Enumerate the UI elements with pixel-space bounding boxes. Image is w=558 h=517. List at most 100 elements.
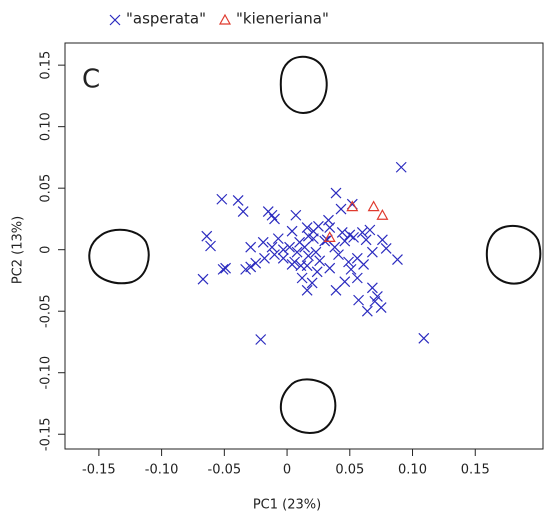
point bbox=[333, 249, 344, 261]
point bbox=[250, 257, 262, 269]
point bbox=[392, 254, 403, 265]
y-axis-title: PC2 (13%) bbox=[11, 216, 26, 284]
point bbox=[237, 206, 249, 217]
point bbox=[339, 276, 351, 288]
outline-right bbox=[485, 224, 542, 285]
point bbox=[286, 225, 298, 237]
outline-bottom bbox=[279, 378, 337, 434]
point bbox=[366, 282, 378, 294]
point bbox=[366, 246, 378, 258]
y-tick-label: -0.05 bbox=[39, 294, 54, 328]
point bbox=[197, 273, 209, 285]
point bbox=[220, 262, 232, 274]
point bbox=[302, 230, 314, 242]
point bbox=[266, 241, 278, 253]
point bbox=[255, 334, 267, 345]
x-tick-label: 0 bbox=[283, 463, 291, 478]
point bbox=[330, 284, 342, 296]
point bbox=[277, 244, 289, 256]
outline-left bbox=[88, 228, 150, 285]
outline-shapes bbox=[88, 55, 542, 434]
x-tick-label: 0.05 bbox=[335, 463, 364, 478]
point bbox=[364, 224, 376, 236]
point bbox=[310, 246, 322, 258]
point bbox=[361, 305, 373, 317]
point bbox=[321, 234, 333, 246]
point bbox=[299, 241, 311, 253]
point bbox=[376, 234, 388, 246]
point bbox=[201, 230, 213, 242]
point bbox=[351, 272, 363, 284]
point bbox=[324, 262, 336, 274]
point bbox=[380, 243, 392, 254]
point bbox=[301, 284, 313, 296]
point bbox=[311, 266, 323, 278]
y-tick-label: -0.10 bbox=[39, 356, 54, 390]
point bbox=[205, 240, 216, 252]
point bbox=[375, 302, 387, 313]
y-tick-label: 0 bbox=[39, 246, 54, 254]
point bbox=[358, 259, 370, 270]
point bbox=[291, 246, 303, 258]
point bbox=[323, 214, 334, 226]
point bbox=[302, 250, 314, 262]
point bbox=[343, 256, 354, 268]
point bbox=[257, 236, 269, 248]
point bbox=[217, 263, 229, 275]
point bbox=[323, 231, 336, 242]
point bbox=[330, 187, 342, 199]
point bbox=[286, 259, 298, 270]
point bbox=[335, 203, 347, 215]
series-1 bbox=[323, 200, 389, 242]
plot-frame bbox=[64, 42, 544, 450]
outline-top bbox=[279, 55, 328, 114]
legend-label: "asperata" bbox=[126, 10, 206, 28]
point bbox=[272, 233, 284, 245]
point bbox=[269, 249, 280, 261]
point bbox=[356, 227, 368, 238]
point bbox=[259, 252, 270, 264]
x-tick-label: -0.05 bbox=[208, 463, 242, 478]
point bbox=[277, 252, 289, 264]
legend: "asperata" "kieneriana" bbox=[109, 10, 329, 28]
y-tick-label: -0.15 bbox=[39, 417, 54, 451]
x-axis-title: PC1 (23%) bbox=[253, 498, 321, 513]
point bbox=[232, 195, 244, 206]
point bbox=[324, 222, 336, 233]
point bbox=[376, 209, 389, 220]
series-0 bbox=[197, 161, 430, 345]
point bbox=[313, 220, 324, 232]
point bbox=[245, 241, 257, 253]
point bbox=[367, 200, 380, 212]
y-tick-label: 0.15 bbox=[39, 51, 54, 80]
x-tick-label: 0.15 bbox=[461, 463, 490, 478]
panel-label: C bbox=[82, 65, 100, 95]
legend-marker bbox=[109, 14, 121, 26]
point bbox=[314, 255, 326, 267]
point bbox=[296, 272, 308, 284]
y-tick-label: 0.10 bbox=[39, 112, 54, 141]
legend-marker bbox=[218, 13, 232, 25]
point bbox=[348, 231, 359, 243]
y-tick-label: 0.05 bbox=[39, 174, 54, 203]
point bbox=[353, 294, 364, 306]
point bbox=[240, 263, 252, 275]
x-tick-label: -0.10 bbox=[145, 463, 179, 478]
legend-label: "kieneriana" bbox=[236, 10, 329, 28]
point bbox=[301, 260, 313, 272]
point bbox=[360, 234, 372, 246]
point bbox=[284, 241, 295, 253]
point bbox=[346, 200, 359, 212]
point bbox=[306, 277, 318, 289]
x-tick-label: -0.15 bbox=[82, 463, 116, 478]
x-tick-label: 0.10 bbox=[398, 463, 427, 478]
point bbox=[339, 235, 351, 247]
point bbox=[336, 227, 348, 238]
point bbox=[418, 332, 430, 344]
point bbox=[216, 193, 228, 205]
point bbox=[290, 209, 302, 221]
point bbox=[269, 213, 280, 225]
point bbox=[395, 161, 407, 173]
